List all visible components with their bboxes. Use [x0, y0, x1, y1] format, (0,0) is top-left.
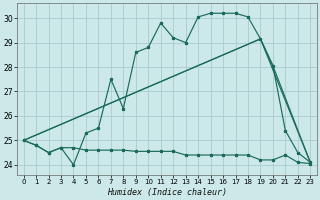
X-axis label: Humidex (Indice chaleur): Humidex (Indice chaleur)	[107, 188, 227, 197]
